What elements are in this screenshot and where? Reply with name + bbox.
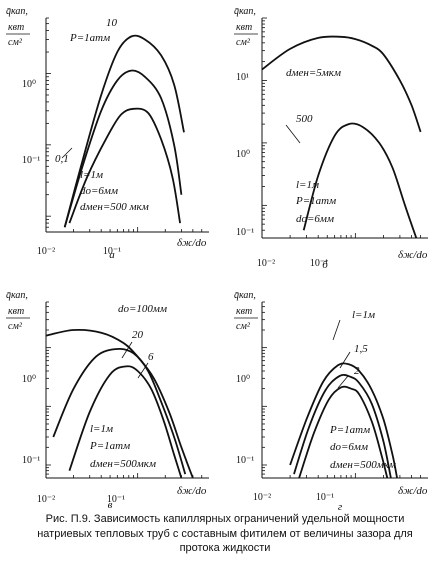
panel-letter: а xyxy=(109,249,115,261)
leader-line xyxy=(285,124,301,144)
annotation: l=1м xyxy=(296,179,319,191)
annotation: P=1атм xyxy=(329,424,370,436)
series-label-2: 20 xyxy=(132,329,144,341)
annotation: dо=6мм xyxy=(330,441,368,453)
leader-line xyxy=(332,319,341,341)
series-label-1: dо=100мм xyxy=(118,303,167,315)
y-axis-label-numerator: квт xyxy=(8,306,24,317)
y-axis-label-numerator: квт xyxy=(8,22,24,33)
y-tick-label: 10⁻¹ xyxy=(236,455,254,466)
y-axis-label: q̄кап, квт см² xyxy=(234,6,258,48)
series-curve-1 xyxy=(63,34,185,228)
chart-panel-4: 10⁻² 10⁻¹ 10⁰ 10⁻¹ q̄кап, квт см² δж/dо г l=1м 1,5… xyxy=(234,290,428,513)
annotation: P=1атм xyxy=(69,32,110,44)
y-axis-label-denominator: см² xyxy=(8,37,23,48)
annotation: dо=6мм xyxy=(80,185,118,197)
annotation: dмен=500мкм xyxy=(330,459,396,471)
x-tick-label: 10⁻² xyxy=(253,492,271,503)
series-label-2: 1,5 xyxy=(354,343,368,355)
series-label-3: 0,1 xyxy=(55,153,69,165)
leader-line xyxy=(121,341,133,359)
y-axis-label-quantity: q̄кап, xyxy=(6,6,28,17)
annotation: P=1атм xyxy=(89,440,130,452)
y-tick-label: 10⁰ xyxy=(236,374,250,385)
y-axis-label-numerator: квт xyxy=(236,22,252,33)
x-axis-ticks xyxy=(45,227,203,232)
series-curve-3 xyxy=(68,365,183,479)
x-tick-label: 10⁻¹ xyxy=(316,492,334,503)
annotation: l=1м xyxy=(80,169,103,181)
series-curve-3 xyxy=(68,107,181,224)
x-axis-label: δж/dо xyxy=(177,485,207,497)
series-curve-3 xyxy=(298,385,389,479)
x-axis-label: δж/dо xyxy=(398,249,428,261)
y-axis-label-quantity: q̄кап, xyxy=(6,290,28,301)
x-axis-ticks xyxy=(45,473,203,478)
series-curve-2 xyxy=(302,122,418,239)
y-axis-ticks xyxy=(262,301,267,479)
y-axis-ticks xyxy=(46,17,51,233)
series-label-2: 500 xyxy=(296,113,313,125)
x-axis-label: δж/dо xyxy=(398,485,428,497)
y-axis-label-quantity: q̄кап, xyxy=(234,290,256,301)
y-tick-label: 10⁻¹ xyxy=(22,155,40,166)
y-axis-label-quantity: q̄кап, xyxy=(234,6,256,17)
series-curve-1 xyxy=(45,328,194,479)
series-curve-1 xyxy=(261,35,422,133)
y-axis-label: q̄кап, квт см² xyxy=(6,6,30,48)
panel-letter: б xyxy=(322,259,328,271)
annotation: dмен=500мкм xyxy=(90,458,156,470)
y-axis-label: q̄кап, квт см² xyxy=(234,290,258,332)
leader-line xyxy=(337,375,349,389)
series-label-1: dмен=5мкм xyxy=(286,67,341,79)
annotation: dо=6мм xyxy=(296,213,334,225)
series-label-3: 6 xyxy=(148,351,154,363)
chart-panel-2: 10⁻² 10⁻¹ 10¹ 10⁰ 10⁻¹ q̄кап, квт см² δж/dо б dмен… xyxy=(234,6,428,271)
y-tick-label: 10⁰ xyxy=(22,374,36,385)
x-tick-label: 10⁻² xyxy=(37,494,55,505)
y-axis-label-denominator: см² xyxy=(236,321,251,332)
x-axis-label: δж/dо xyxy=(177,237,207,249)
x-tick-label: 10⁻¹ xyxy=(310,258,328,269)
leader-line xyxy=(137,362,149,379)
series-curve-2 xyxy=(293,373,392,479)
y-tick-label: 10⁰ xyxy=(236,149,250,160)
chart-panel-1: 10⁻² 10⁻¹ 10⁰ 10⁻¹ q̄кап, квт см² δж/dо а 10 0,1 P=… xyxy=(6,6,209,261)
y-axis-label-denominator: см² xyxy=(8,321,23,332)
y-tick-label: 10⁻¹ xyxy=(22,455,40,466)
series-label-1: l=1м xyxy=(352,309,375,321)
x-tick-label: 10⁻² xyxy=(37,246,55,257)
panel-letter: г xyxy=(338,501,343,513)
figure-caption: Рис. П.9. Зависимость капиллярных ограни… xyxy=(37,513,413,554)
leader-line xyxy=(61,147,73,159)
x-axis-ticks xyxy=(261,233,422,238)
x-axis-ticks xyxy=(261,473,422,478)
y-axis-label-denominator: см² xyxy=(236,37,251,48)
y-axis-label: q̄кап, квт см² xyxy=(6,290,30,332)
series-label-1: 10 xyxy=(106,17,118,29)
y-axis-label-numerator: квт xyxy=(236,306,252,317)
annotation: l=1м xyxy=(90,423,113,435)
leader-line xyxy=(339,351,351,369)
annotation: P=1атм xyxy=(295,195,336,207)
x-tick-label: 10⁻¹ xyxy=(103,246,121,257)
series-curve-1 xyxy=(289,362,398,479)
series-curve-2 xyxy=(52,347,187,475)
y-tick-label: 10⁻¹ xyxy=(236,227,254,238)
annotation: dмен=500 мкм xyxy=(80,201,149,213)
series-label-3: 2 xyxy=(354,365,360,377)
series-curve-2 xyxy=(63,69,183,228)
x-tick-label: 10⁻² xyxy=(257,258,275,269)
y-axis-ticks xyxy=(46,301,51,479)
panel-letter: в xyxy=(108,499,113,511)
chart-panel-3: 10⁻² 10⁻¹ 10⁰ 10⁻¹ q̄кап, квт см² δж/dо в dо=100м… xyxy=(6,290,209,511)
y-tick-label: 10¹ xyxy=(236,72,249,83)
x-tick-label: 10⁻¹ xyxy=(107,494,125,505)
y-axis-ticks xyxy=(262,17,267,239)
y-tick-label: 10⁰ xyxy=(22,79,36,90)
